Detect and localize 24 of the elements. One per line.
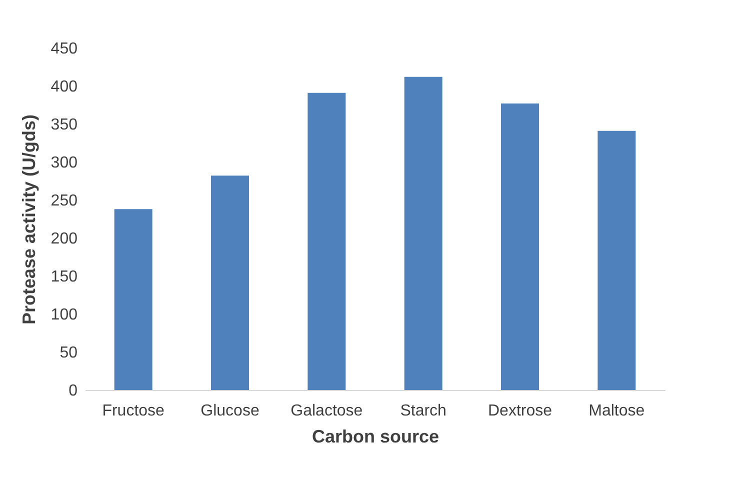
bar <box>598 130 636 390</box>
y-tick-label: 350 <box>50 116 78 134</box>
y-tick-label: 400 <box>50 78 78 96</box>
x-tick-label: Fructose <box>102 402 165 420</box>
bar <box>501 103 539 390</box>
bar <box>211 176 249 390</box>
x-tick-label: Dextrose <box>488 402 552 420</box>
y-tick-label: 200 <box>50 230 78 248</box>
y-tick-label: 100 <box>50 306 78 324</box>
y-tick-label: 50 <box>60 344 78 362</box>
y-tick-label: 250 <box>50 192 78 210</box>
y-tick-label: 0 <box>68 382 78 400</box>
bar <box>404 76 442 390</box>
y-tick-label: 300 <box>50 154 78 172</box>
x-tick-label: Maltose <box>588 402 645 420</box>
y-tick-label: 150 <box>50 268 78 286</box>
x-tick-label: Starch <box>400 402 446 420</box>
x-tick-label: Galactose <box>290 402 363 420</box>
y-tick-label: 450 <box>50 40 78 58</box>
x-axis-title: Carbon source <box>312 426 440 446</box>
bar <box>308 92 346 390</box>
bar <box>114 209 152 390</box>
x-tick-label: Glucose <box>200 402 260 420</box>
y-axis-title: Protease activity (U/gds) <box>18 114 39 325</box>
